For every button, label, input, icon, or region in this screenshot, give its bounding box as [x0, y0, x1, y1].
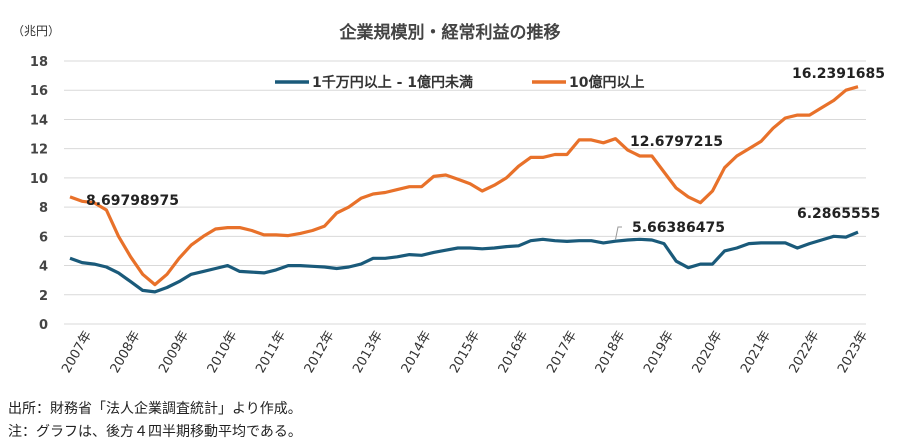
x-tick-label: 2020年	[690, 329, 726, 376]
x-tick-label: 2022年	[787, 329, 823, 376]
x-tick-label: 2010年	[205, 329, 241, 376]
legend-label-2: 10億円以上	[569, 74, 644, 91]
source-note: 出所：財務省「法人企業調査統計」より作成。	[8, 401, 302, 417]
y-tick-label: 4	[39, 260, 48, 275]
y-tick-label: 6	[39, 230, 48, 245]
y-tick-label: 0	[39, 318, 48, 333]
x-tick-label: 2009年	[156, 329, 192, 376]
y-tick-label: 14	[30, 113, 48, 128]
data-label: 12.6797215	[630, 134, 723, 150]
data-label: 16.2391685	[792, 66, 885, 82]
x-tick-label: 2018年	[593, 329, 629, 376]
data-label: 8.69798975	[86, 193, 179, 209]
y-tick-label: 18	[30, 55, 48, 70]
x-tick-label: 2017年	[544, 329, 580, 376]
data-label: 6.2865555	[797, 206, 880, 222]
x-tick-label: 2013年	[350, 329, 386, 376]
footnote: 注：グラフは、後方４四半期移動平均である。	[8, 424, 302, 440]
y-axis-unit: （兆円）	[12, 24, 61, 38]
y-tick-label: 16	[30, 84, 48, 99]
data-label: 5.66386475	[632, 220, 725, 236]
y-tick-label: 12	[30, 143, 48, 158]
series-line-2	[69, 85, 859, 287]
x-tick-label: 2016年	[496, 329, 532, 376]
y-tick-label: 8	[39, 201, 48, 216]
series-line-1	[69, 230, 859, 294]
x-tick-label: 2012年	[302, 329, 338, 376]
x-tick-label: 2008年	[108, 329, 144, 376]
y-tick-label: 2	[39, 289, 48, 304]
y-tick-label: 10	[30, 172, 48, 187]
chart-title: 企業規模別・経常利益の推移	[339, 23, 561, 43]
legend-label-1: 1千万円以上 - 1億円未満	[312, 74, 473, 91]
x-tick-label: 2019年	[641, 329, 677, 376]
x-tick-label: 2011年	[253, 329, 289, 376]
leader-line	[615, 226, 622, 240]
x-tick-label: 2014年	[399, 329, 435, 376]
x-tick-label: 2007年	[59, 329, 95, 376]
x-tick-label: 2015年	[447, 329, 483, 376]
x-tick-label: 2023年	[835, 329, 871, 376]
line-chart: 0 2 4 6 8 10 12 14 16 18 2007年 2008年 2009年 2010年 2011年…	[30, 55, 885, 376]
x-tick-label: 2021年	[738, 329, 774, 376]
